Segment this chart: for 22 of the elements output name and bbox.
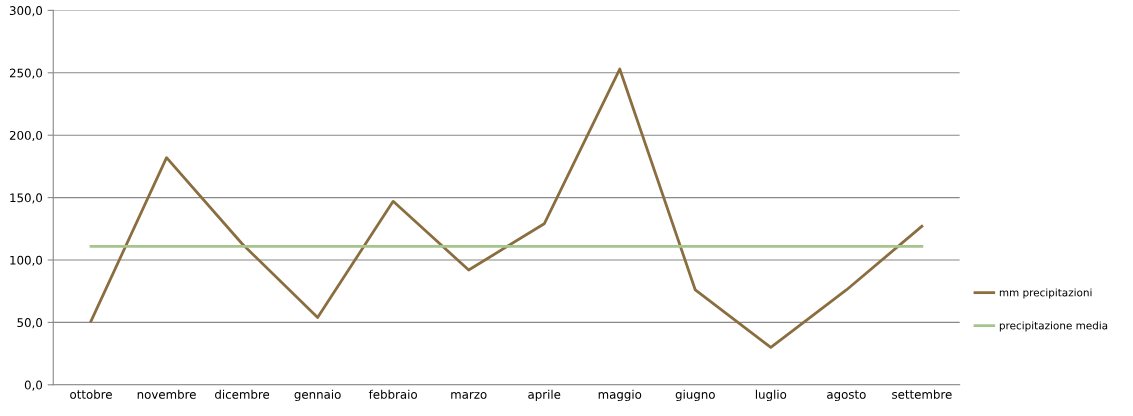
- legend-label: mm precipitazioni: [999, 288, 1092, 299]
- x-tick-label: settembre: [892, 389, 952, 399]
- y-tick-label: 150,0: [10, 193, 43, 204]
- x-tick-label: ottobre: [70, 389, 112, 399]
- x-tick-label: gennaio: [294, 389, 341, 402]
- y-tick-label: 50,0: [17, 318, 43, 329]
- x-tick-label: agosto: [827, 390, 866, 402]
- y-tick-label: 250,0: [9, 68, 43, 79]
- x-tick-label: febbraio: [368, 389, 417, 399]
- y-tick-label: 200,0: [9, 130, 43, 142]
- x-tick-label: luglio: [755, 389, 787, 402]
- y-tick-label: 300,0: [9, 6, 43, 17]
- x-tick-label: marzo: [451, 392, 487, 399]
- legend-label: precipitazione media: [999, 321, 1108, 332]
- x-tick-label: giugno: [675, 389, 715, 402]
- x-tick-label: novembre: [137, 389, 196, 399]
- x-tick-label: maggio: [598, 389, 642, 402]
- x-tick-label: dicembre: [215, 389, 270, 399]
- y-tick-label: 100,0: [10, 255, 43, 266]
- line-series: [89, 67, 924, 349]
- y-tick-label: 0,0: [24, 380, 43, 391]
- x-tick-label: aprile: [528, 389, 561, 402]
